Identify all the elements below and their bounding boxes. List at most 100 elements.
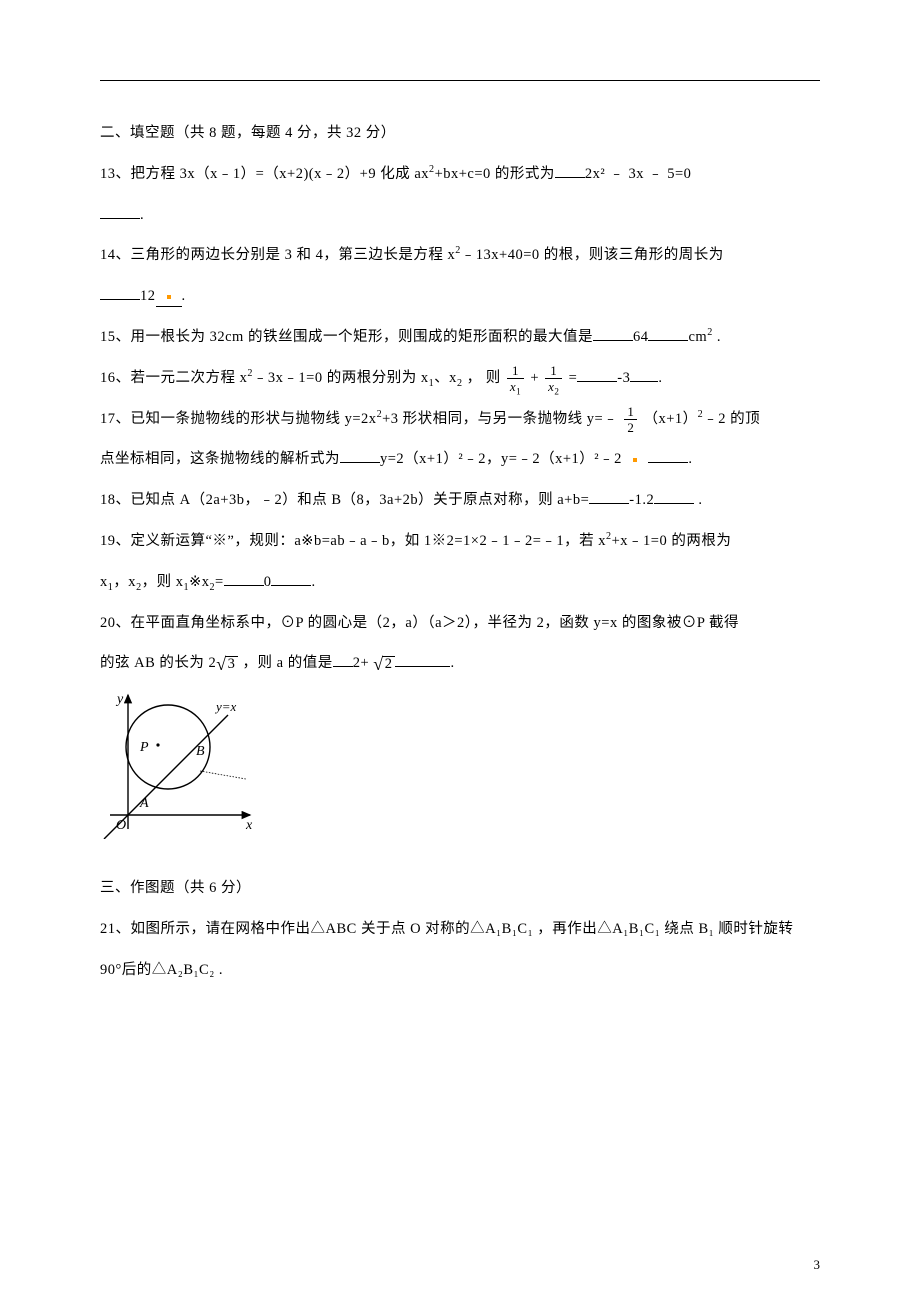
sqrt-2: √2 [373, 655, 395, 673]
q20-l1: 20、在平面直角坐标系中，⊙P 的圆心是（2，a）（a＞2），半径为 2，函数 … [100, 606, 820, 641]
q15-blank-l [593, 340, 633, 341]
q19-tail: . [311, 574, 315, 590]
label-y: y [115, 692, 124, 707]
q20-figure: y x O y=x P A B [100, 689, 820, 853]
q19-l1: 19、定义新运算“※”，规则：a※b=ab﹣a﹣b，如 1※2=1×2﹣1﹣2=… [100, 524, 820, 559]
frac-num: 1 [507, 364, 524, 379]
frac-den: x1 [507, 379, 524, 393]
q20-blank-l [333, 666, 353, 667]
q15-ans: 64 [633, 329, 649, 345]
q13-blank-l [555, 177, 585, 178]
q17-ans: y=2（x+1）²﹣2，y=﹣2（x+1）²﹣2 [380, 451, 622, 467]
q19-blank-l [224, 585, 264, 586]
dot-icon [630, 455, 640, 465]
frac-half: 12 [624, 405, 637, 434]
q16-pre: 16、若一元二次方程 x [100, 370, 247, 386]
q19-mid: +x﹣1=0 的两根为 [612, 533, 732, 549]
q20-coef: 2 [209, 655, 217, 671]
q16-mid2: 、x [434, 370, 457, 386]
sqrt-arg: 2 [382, 656, 396, 672]
label-o: O [116, 818, 126, 833]
q17-l1: 17、已知一条抛物线的形状与抛物线 y=2x 2+3 形状相同，与另一条抛物线 y… [100, 402, 820, 437]
q16-ans: -3 [617, 370, 630, 386]
q16-blank-r [630, 381, 658, 382]
q20-blank-r [395, 666, 450, 667]
q14: 14、三角形的两边长分别是 3 和 4，第三边长是方程 x2﹣13x+40=0 … [100, 238, 820, 273]
q17-blank-r [648, 462, 688, 463]
q19-line2e: = [215, 574, 224, 590]
q18: 18、已知点 A（2a+3b，﹣2）和点 B（8，3a+2b）关于原点对称，则 … [100, 483, 820, 518]
q16-mid3: ， 则 [463, 370, 505, 386]
q20-mid: ，则 a 的值是 [243, 655, 333, 671]
q19-blank-r [271, 585, 311, 586]
q13: 13、把方程 3x（x﹣1）=（x+2)(x﹣2）+9 化成 ax2+bx+c=… [100, 157, 820, 192]
q16-blank-l [577, 381, 617, 382]
q18-pre: 18、已知点 A（2a+3b，﹣2）和点 B（8，3a+2b）关于原点对称，则 … [100, 492, 589, 508]
q16-plus: + [530, 370, 539, 386]
label-b: B [196, 744, 205, 759]
q18-ans: -1.2 [629, 492, 654, 508]
q15-tail: . [713, 329, 721, 345]
q16-mid1: ﹣3x﹣1=0 的两根分别为 x [253, 370, 429, 386]
q13-tail-line: . [100, 198, 820, 233]
q17-l2: 点坐标相同，这条抛物线的解析式为 y=2（x+1）²﹣2，y=﹣2（x+1）²﹣2… [100, 442, 820, 477]
q20-tail: . [450, 655, 454, 671]
sqrt-arg: 3 [225, 656, 239, 672]
q15-unit: cm [688, 329, 707, 345]
q14-blank-r [156, 288, 182, 306]
q13-blank-r [100, 218, 140, 219]
q19-pre: 19、定义新运算“※”，规则：a※b=ab﹣a﹣b，如 1※2=1×2﹣1﹣2=… [100, 533, 606, 549]
section-2-heading: 二、填空题（共 8 题，每题 4 分，共 32 分） [100, 116, 820, 151]
q14-ans: 12 [140, 288, 156, 304]
label-p: P [139, 740, 149, 755]
q15: 15、用一根长为 32cm 的铁丝围成一个矩形，则围成的矩形面积的最大值是 64 c… [100, 320, 820, 355]
frac-den: 2 [624, 420, 637, 434]
q19-l2: x1，x2，则 x1※x2=0. [100, 565, 820, 600]
q17-pre: 17、已知一条抛物线的形状与抛物线 y=2x [100, 411, 377, 427]
top-rule [100, 80, 820, 81]
q20-l2: 的弦 AB 的长为 2√3 ，则 a 的值是2+ √2. [100, 646, 820, 681]
q14-blank-l [100, 299, 140, 300]
q21-l2: 90°后的△A₂B₁C₂ . [100, 953, 820, 988]
q15-pre: 15、用一根长为 32cm 的铁丝围成一个矩形，则围成的矩形面积的最大值是 [100, 329, 593, 345]
q13-ans: 2x² ﹣ 3x ﹣ 5=0 [585, 166, 692, 182]
q19-line2d: ※x [189, 574, 209, 590]
q16-eq: = [569, 370, 578, 386]
q14-line2: 12. [100, 279, 820, 314]
frac-den: x2 [545, 379, 562, 393]
q17-mid2: （x+1） [643, 411, 697, 427]
q19-line2a: x [100, 574, 108, 590]
frac-num: 1 [624, 405, 637, 420]
q17-tail: . [688, 451, 692, 467]
q16: 16、若一元二次方程 x2﹣3x﹣1=0 的两根分别为 x1、x2 ， 则 1x… [100, 361, 820, 396]
q17-line2a: 点坐标相同，这条抛物线的解析式为 [100, 451, 340, 467]
q17-blank-l [340, 462, 380, 463]
q14-pre: 14、三角形的两边长分别是 3 和 4，第三边长是方程 x [100, 247, 455, 263]
q17-mid1: +3 形状相同，与另一条抛物线 y=﹣ [382, 411, 622, 427]
q20-line2a: 的弦 AB 的长为 [100, 655, 209, 671]
q13-pre: 13、把方程 3x（x﹣1）=（x+2)(x﹣2）+9 化成 ax [100, 166, 429, 182]
label-yx: y=x [214, 699, 237, 714]
q18-blank-l [589, 503, 629, 504]
q20-diagram: y x O y=x P A B [100, 689, 260, 839]
q17-mid3: ﹣2 的顶 [703, 411, 760, 427]
q14-tail: . [182, 288, 186, 304]
frac-1-x2: 1x2 [545, 364, 562, 393]
page: 二、填空题（共 8 题，每题 4 分，共 32 分） 13、把方程 3x（x﹣1… [0, 0, 920, 1302]
chord-extra [200, 771, 246, 779]
frac-num: 1 [545, 364, 562, 379]
q21-l1: 21、如图所示，请在网格中作出△ABC 关于点 O 对称的△A₁B₁C₁ ，再作… [100, 912, 820, 947]
q15-blank-r [648, 340, 688, 341]
q14-mid: ﹣13x+40=0 的根，则该三角形的周长为 [461, 247, 724, 263]
page-number: 3 [814, 1249, 821, 1280]
q16-tail: . [658, 370, 662, 386]
q20-ans-pre: 2+ [353, 655, 374, 671]
q19-line2b: ，x [113, 574, 136, 590]
dot-icon [164, 292, 174, 302]
sqrt-3: √3 [216, 655, 238, 673]
frac-1-x1: 1x1 [507, 364, 524, 393]
point-p [156, 744, 159, 747]
q13-tail: . [140, 207, 144, 223]
label-x: x [245, 818, 253, 833]
q18-blank-r [654, 503, 694, 504]
